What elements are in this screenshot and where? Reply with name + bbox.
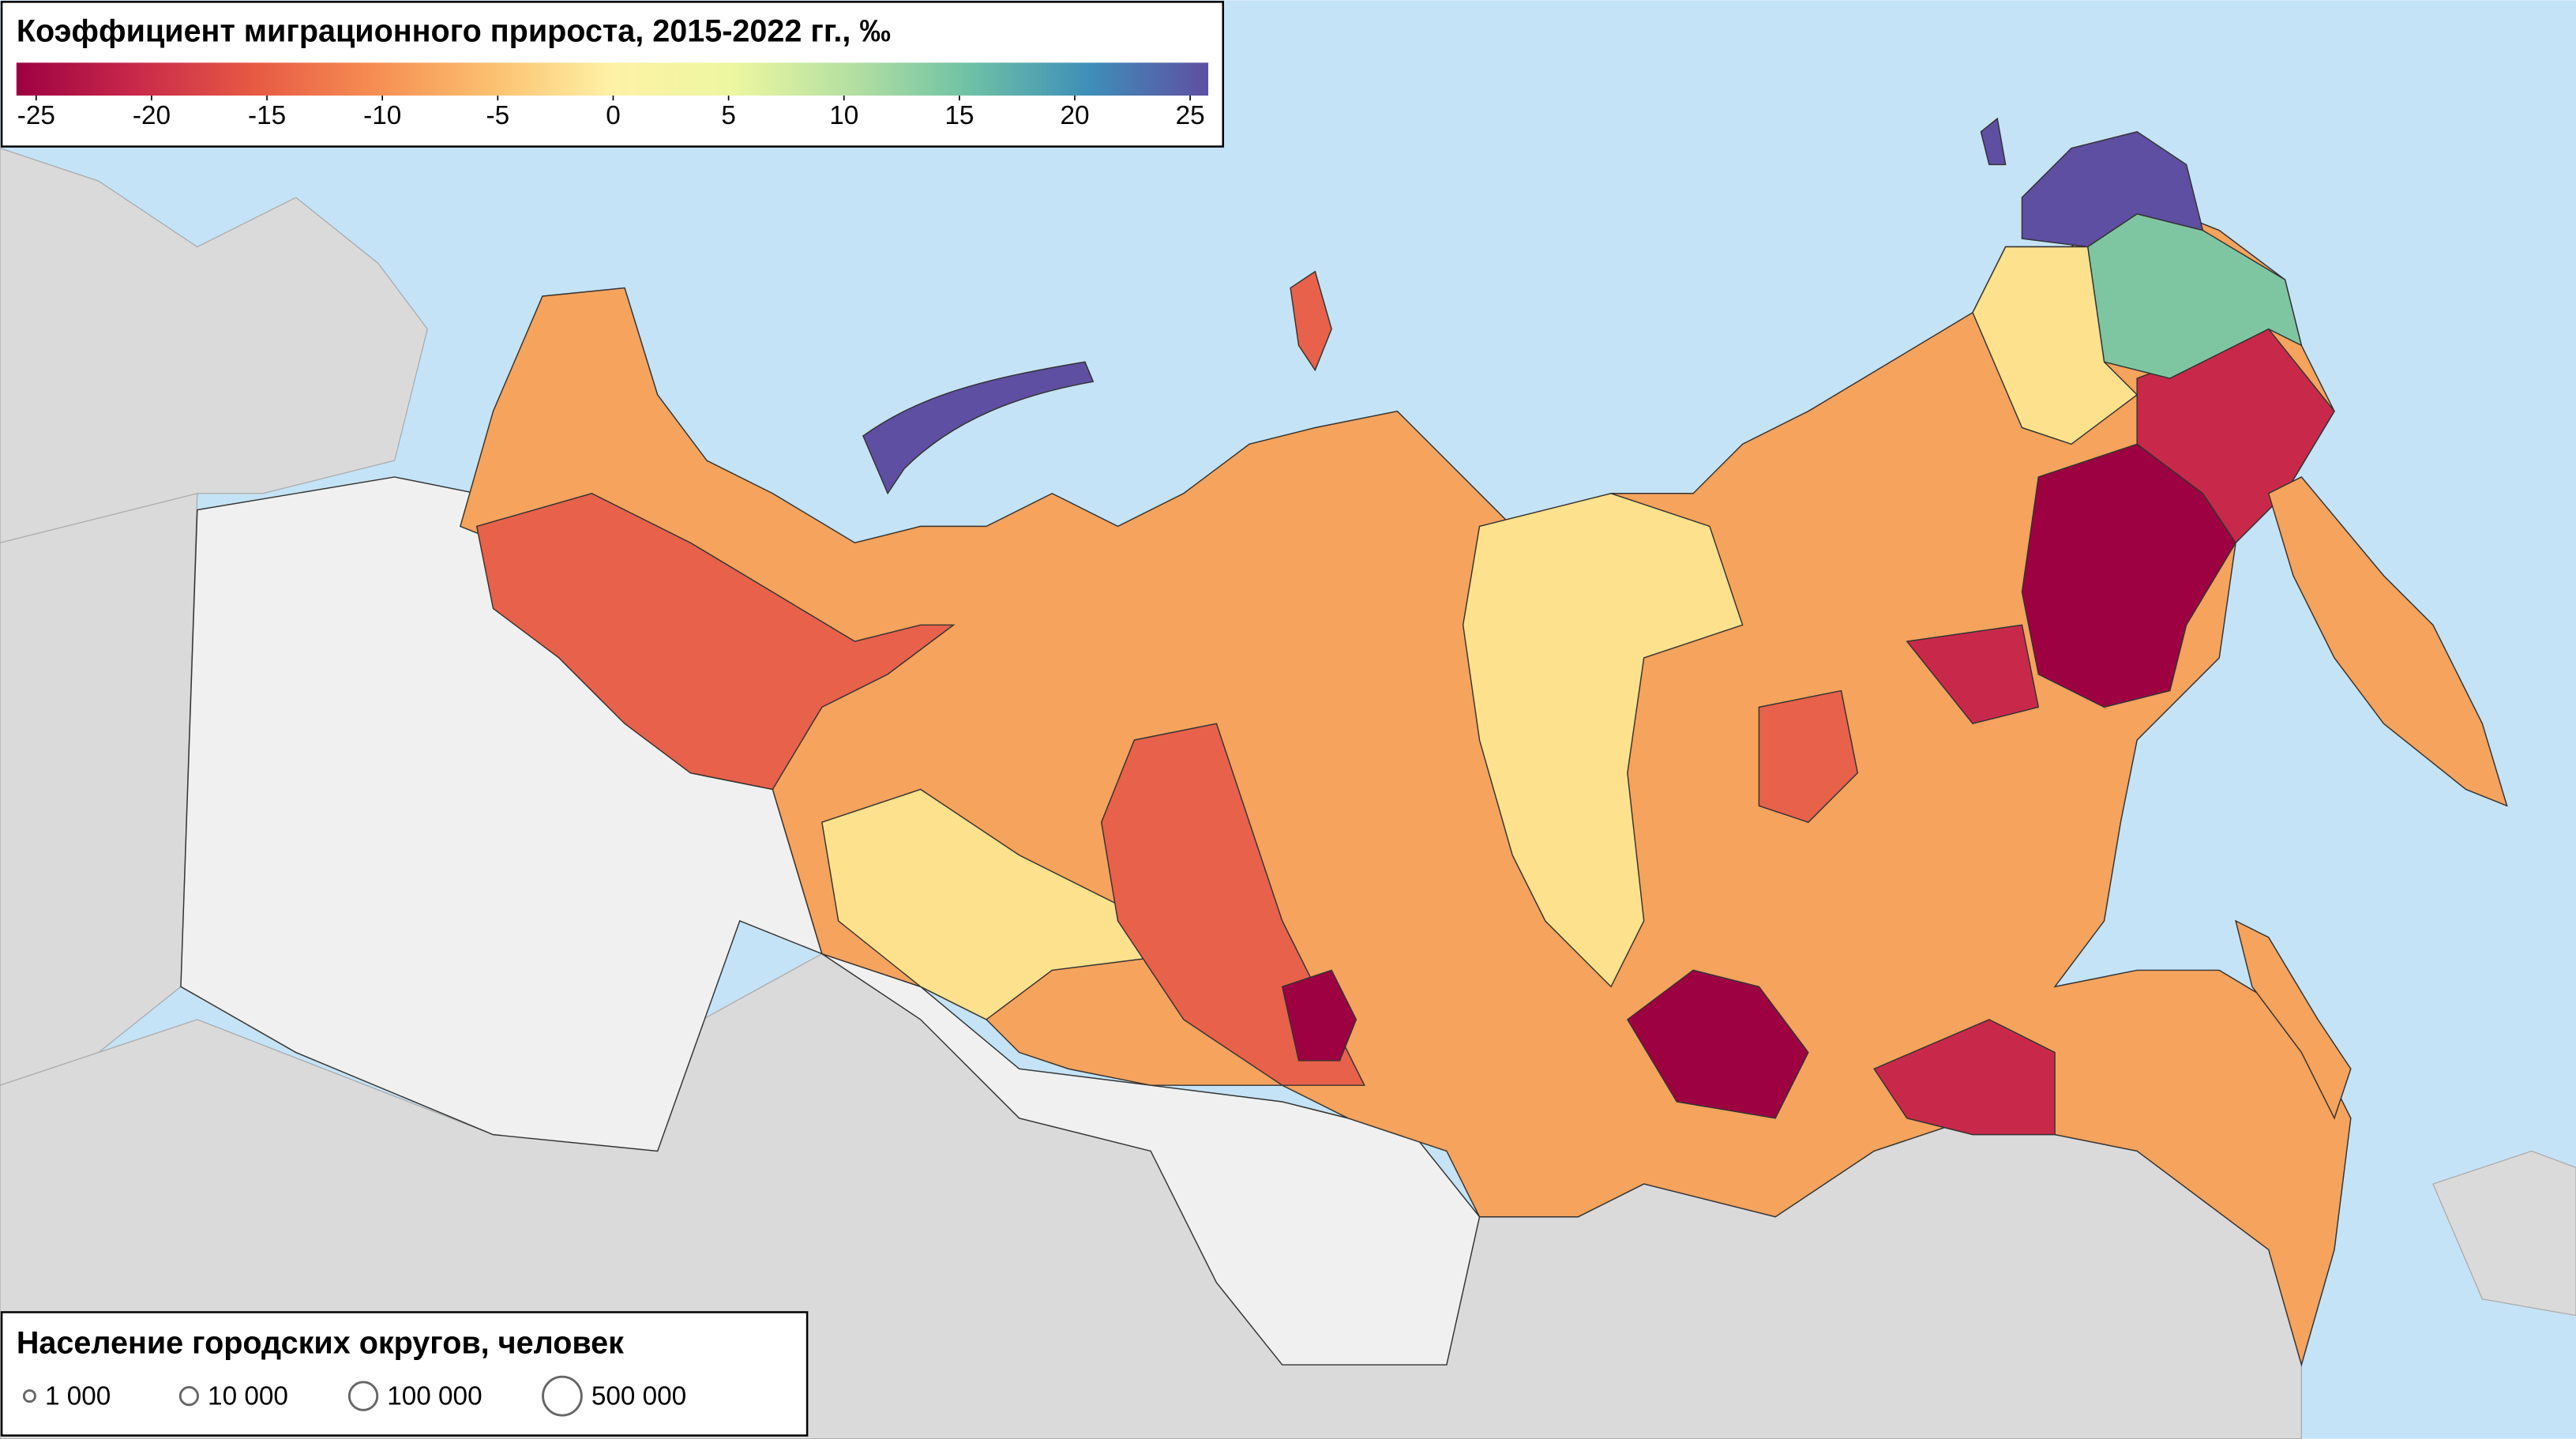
region-fill <box>1290 270 1332 372</box>
colorbar-tick-label: 5 <box>721 101 736 130</box>
kamchatka <box>2267 476 2508 807</box>
wrangel <box>1980 117 2007 166</box>
legend-label: 10 000 <box>208 1381 288 1411</box>
region-fill <box>1281 969 1357 1061</box>
colorbar-tick-label: 10 <box>829 101 858 130</box>
colorbar-tick-label: -25 <box>17 101 55 130</box>
legend-box <box>0 1311 809 1437</box>
map-title: Коэффициент миграционного прироста, 2015… <box>17 13 891 48</box>
foreign-land <box>0 492 198 1086</box>
russia-south <box>821 952 1481 1366</box>
colorbar <box>16 62 1209 96</box>
legend-circle <box>347 1381 379 1411</box>
legend-label: 500 000 <box>591 1381 686 1411</box>
colorbar-tick-label: -5 <box>486 101 510 130</box>
region-fill <box>1873 1019 2056 1136</box>
legend-circle <box>542 1375 583 1417</box>
region-fill <box>475 492 956 791</box>
legend-title: Население городских округов, человек <box>17 1326 624 1361</box>
colorbar-tick-label: 15 <box>944 101 974 130</box>
colorbar-tick-label: -20 <box>133 101 171 130</box>
colorbar-tick-label: 20 <box>1060 101 1089 130</box>
colorbar-tick-label: -15 <box>248 101 286 130</box>
region-fill <box>2086 213 2303 379</box>
legend-circle <box>178 1385 200 1407</box>
sakhalin <box>2235 919 2352 1120</box>
region-fill <box>1626 969 1809 1119</box>
colorbar-tick-label: -10 <box>363 101 401 130</box>
colorbar-tick-label: 25 <box>1176 101 1205 130</box>
region-fill <box>1906 624 2040 725</box>
legend-circle <box>22 1389 36 1403</box>
region-fill <box>1462 493 1744 988</box>
colorbar-tick-label: 0 <box>606 101 621 130</box>
novaya-zemlya <box>862 361 1095 495</box>
legend-label: 100 000 <box>387 1381 482 1411</box>
foreign-land <box>2432 1150 2576 1317</box>
region-fill <box>821 788 1185 1020</box>
region-fill <box>1972 246 2139 445</box>
region-fill <box>1758 689 1859 823</box>
legend-label: 1 000 <box>45 1381 111 1411</box>
